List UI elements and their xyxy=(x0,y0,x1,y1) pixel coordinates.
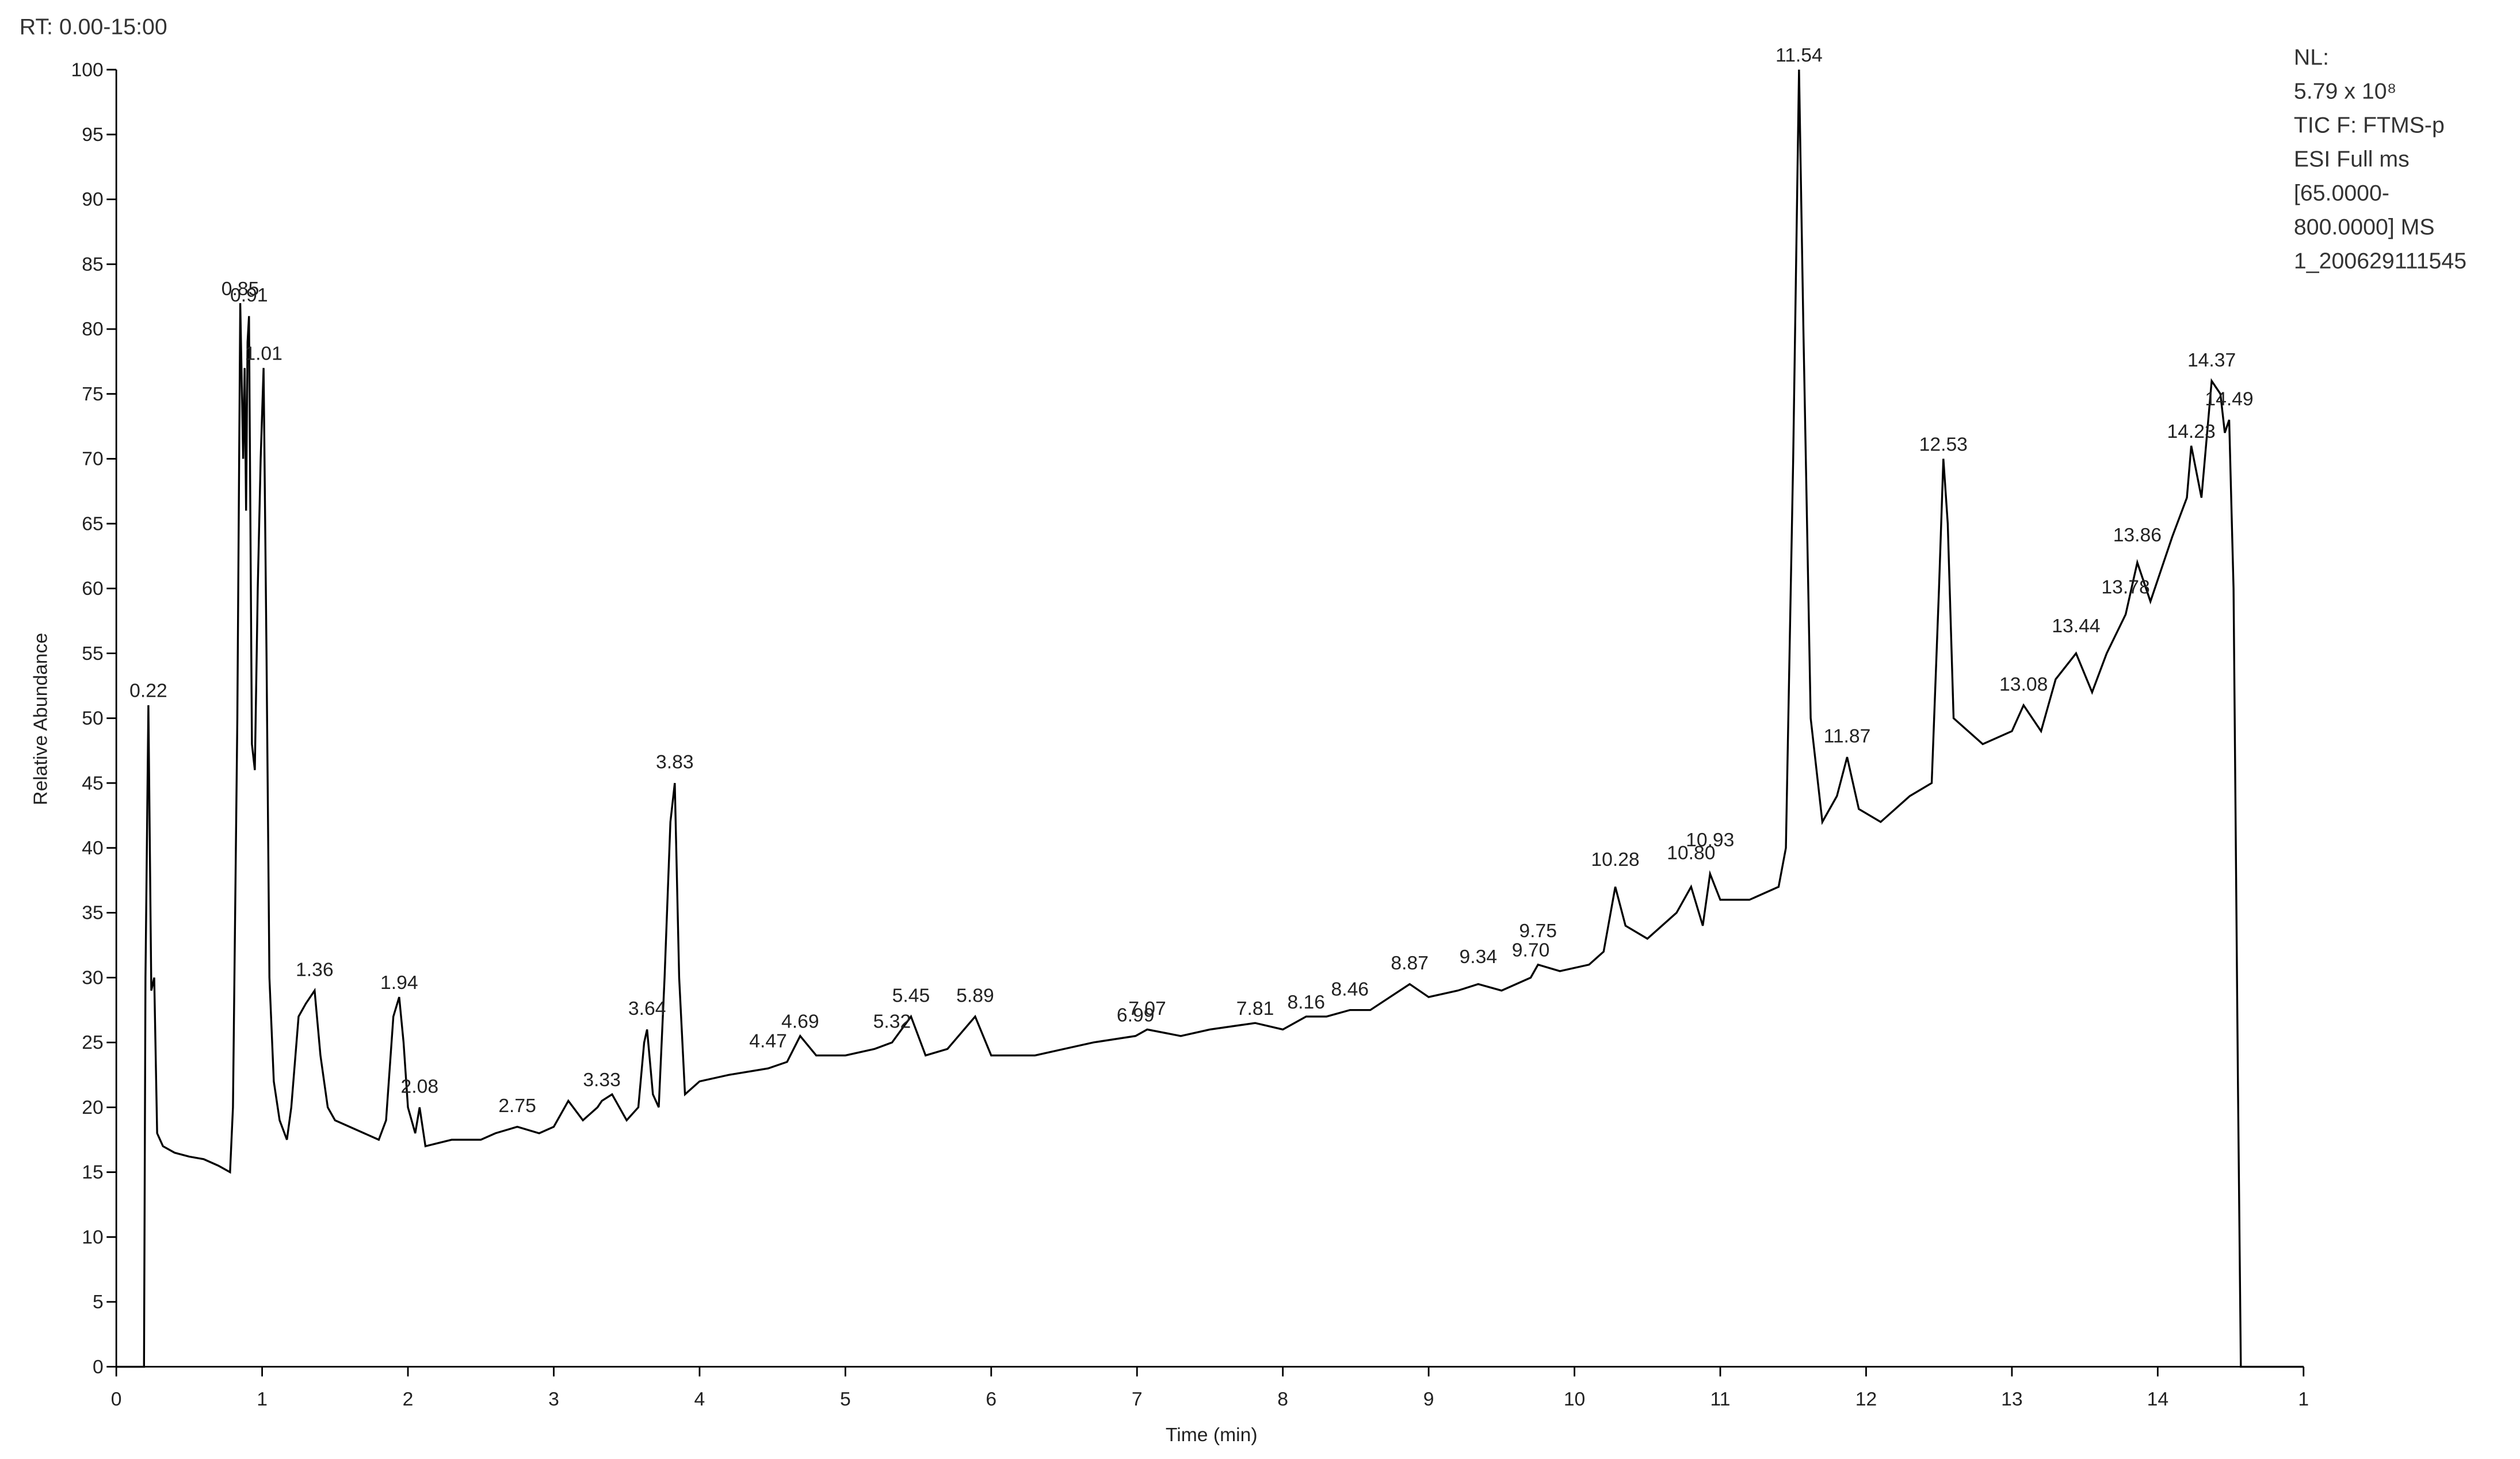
range-text: RT: 0.00-15:00 xyxy=(20,14,167,39)
peak-label: 4.69 xyxy=(781,1011,819,1033)
x-tick-label: 13 xyxy=(2001,1389,2022,1410)
info-line: ESI Full ms xyxy=(2294,147,2410,172)
peak-label: 14.23 xyxy=(2167,421,2215,442)
x-tick-label: 9 xyxy=(1423,1389,1434,1410)
info-line: TIC F: FTMS-p xyxy=(2294,113,2445,138)
y-tick-label: 35 xyxy=(82,903,103,924)
y-tick-label: 5 xyxy=(93,1292,104,1313)
peak-label: 5.32 xyxy=(873,1011,911,1033)
peak-label: 2.75 xyxy=(498,1095,536,1117)
peak-label: 13.78 xyxy=(2101,576,2149,598)
y-tick-label: 20 xyxy=(82,1097,103,1118)
peak-label: 3.83 xyxy=(656,752,694,773)
y-tick-label: 80 xyxy=(82,319,103,340)
y-tick-label: 10 xyxy=(82,1227,103,1248)
peak-label: 1.94 xyxy=(380,972,418,994)
y-axis-label: Relative Abundance xyxy=(30,633,51,805)
x-tick-label: 14 xyxy=(2147,1389,2168,1410)
peak-label: 13.44 xyxy=(2052,616,2100,637)
y-tick-label: 15 xyxy=(82,1162,103,1183)
x-tick-label: 12 xyxy=(1855,1389,1877,1410)
x-tick-label: 4 xyxy=(694,1389,705,1410)
peak-label: 7.81 xyxy=(1236,998,1274,1019)
y-tick-label: 85 xyxy=(82,254,103,275)
x-tick-label: 6 xyxy=(986,1389,996,1410)
info-line: 5.79 x 10⁸ xyxy=(2294,79,2396,104)
peak-label: 9.75 xyxy=(1519,921,1557,942)
peak-label: 12.53 xyxy=(1919,434,1968,455)
trace xyxy=(116,70,2304,1368)
x-axis-label: Time (min) xyxy=(1166,1424,1258,1446)
x-tick-label: 2 xyxy=(403,1389,414,1410)
y-tick-label: 50 xyxy=(82,708,103,730)
peak-label: 0.22 xyxy=(129,681,167,702)
y-tick-label: 60 xyxy=(82,578,103,599)
peak-label: 8.46 xyxy=(1331,979,1369,1000)
y-tick-label: 100 xyxy=(71,59,103,81)
x-tick-label: 1 xyxy=(2298,1389,2309,1410)
peak-label: 1.01 xyxy=(245,343,282,365)
peak-label: 13.08 xyxy=(1999,674,2048,695)
info-line: 1_200629111545 xyxy=(2294,248,2466,273)
x-tick-label: 0 xyxy=(111,1389,122,1410)
peak-label: 10.80 xyxy=(1667,843,1715,864)
x-tick-label: 8 xyxy=(1277,1389,1288,1410)
x-tick-label: 5 xyxy=(840,1389,851,1410)
peak-label: 8.16 xyxy=(1287,992,1325,1013)
peak-label: 13.86 xyxy=(2113,525,2162,546)
peak-label: 5.89 xyxy=(956,986,994,1007)
peak-label: 3.33 xyxy=(583,1070,621,1091)
x-tick-label: 1 xyxy=(257,1389,268,1410)
peak-label: 8.87 xyxy=(1391,953,1429,974)
peak-label: 10.93 xyxy=(1686,830,1734,851)
y-tick-label: 25 xyxy=(82,1032,103,1053)
y-tick-label: 0 xyxy=(93,1357,104,1378)
y-tick-label: 45 xyxy=(82,773,103,794)
y-tick-label: 75 xyxy=(82,384,103,405)
y-tick-label: 65 xyxy=(82,513,103,534)
x-tick-label: 10 xyxy=(1564,1389,1585,1410)
peak-label: 4.47 xyxy=(749,1030,787,1052)
peak-label: 7.07 xyxy=(1128,998,1166,1019)
peak-label: 9.34 xyxy=(1460,946,1498,968)
y-tick-label: 70 xyxy=(82,449,103,470)
peak-label: 5.45 xyxy=(892,986,930,1007)
peak-label: 14.37 xyxy=(2187,350,2236,371)
peak-label: 9.70 xyxy=(1512,940,1550,961)
peak-label: 14.49 xyxy=(2205,388,2253,410)
y-tick-label: 40 xyxy=(82,838,103,859)
info-line: 800.0000] MS xyxy=(2294,214,2435,239)
peak-label: 10.28 xyxy=(1591,849,1639,870)
y-tick-label: 30 xyxy=(82,967,103,988)
peak-label: 0.91 xyxy=(230,285,268,306)
x-tick-label: 7 xyxy=(1132,1389,1143,1410)
peak-label: 1.36 xyxy=(296,959,334,980)
peak-label: 3.64 xyxy=(628,998,666,1019)
peak-label: 11.87 xyxy=(1824,726,1871,747)
info-line: [65.0000- xyxy=(2294,180,2389,205)
y-tick-label: 95 xyxy=(82,124,103,146)
y-tick-label: 55 xyxy=(82,643,103,664)
peak-label: 11.54 xyxy=(1776,45,1823,66)
peak-label: 6.99 xyxy=(1117,1005,1155,1026)
info-line: NL: xyxy=(2294,45,2329,70)
y-tick-label: 90 xyxy=(82,189,103,211)
peak-label: 0.85 xyxy=(222,278,259,300)
x-tick-label: 3 xyxy=(548,1389,559,1410)
peak-label: 2.08 xyxy=(401,1076,439,1097)
x-tick-label: 11 xyxy=(1710,1389,1731,1410)
